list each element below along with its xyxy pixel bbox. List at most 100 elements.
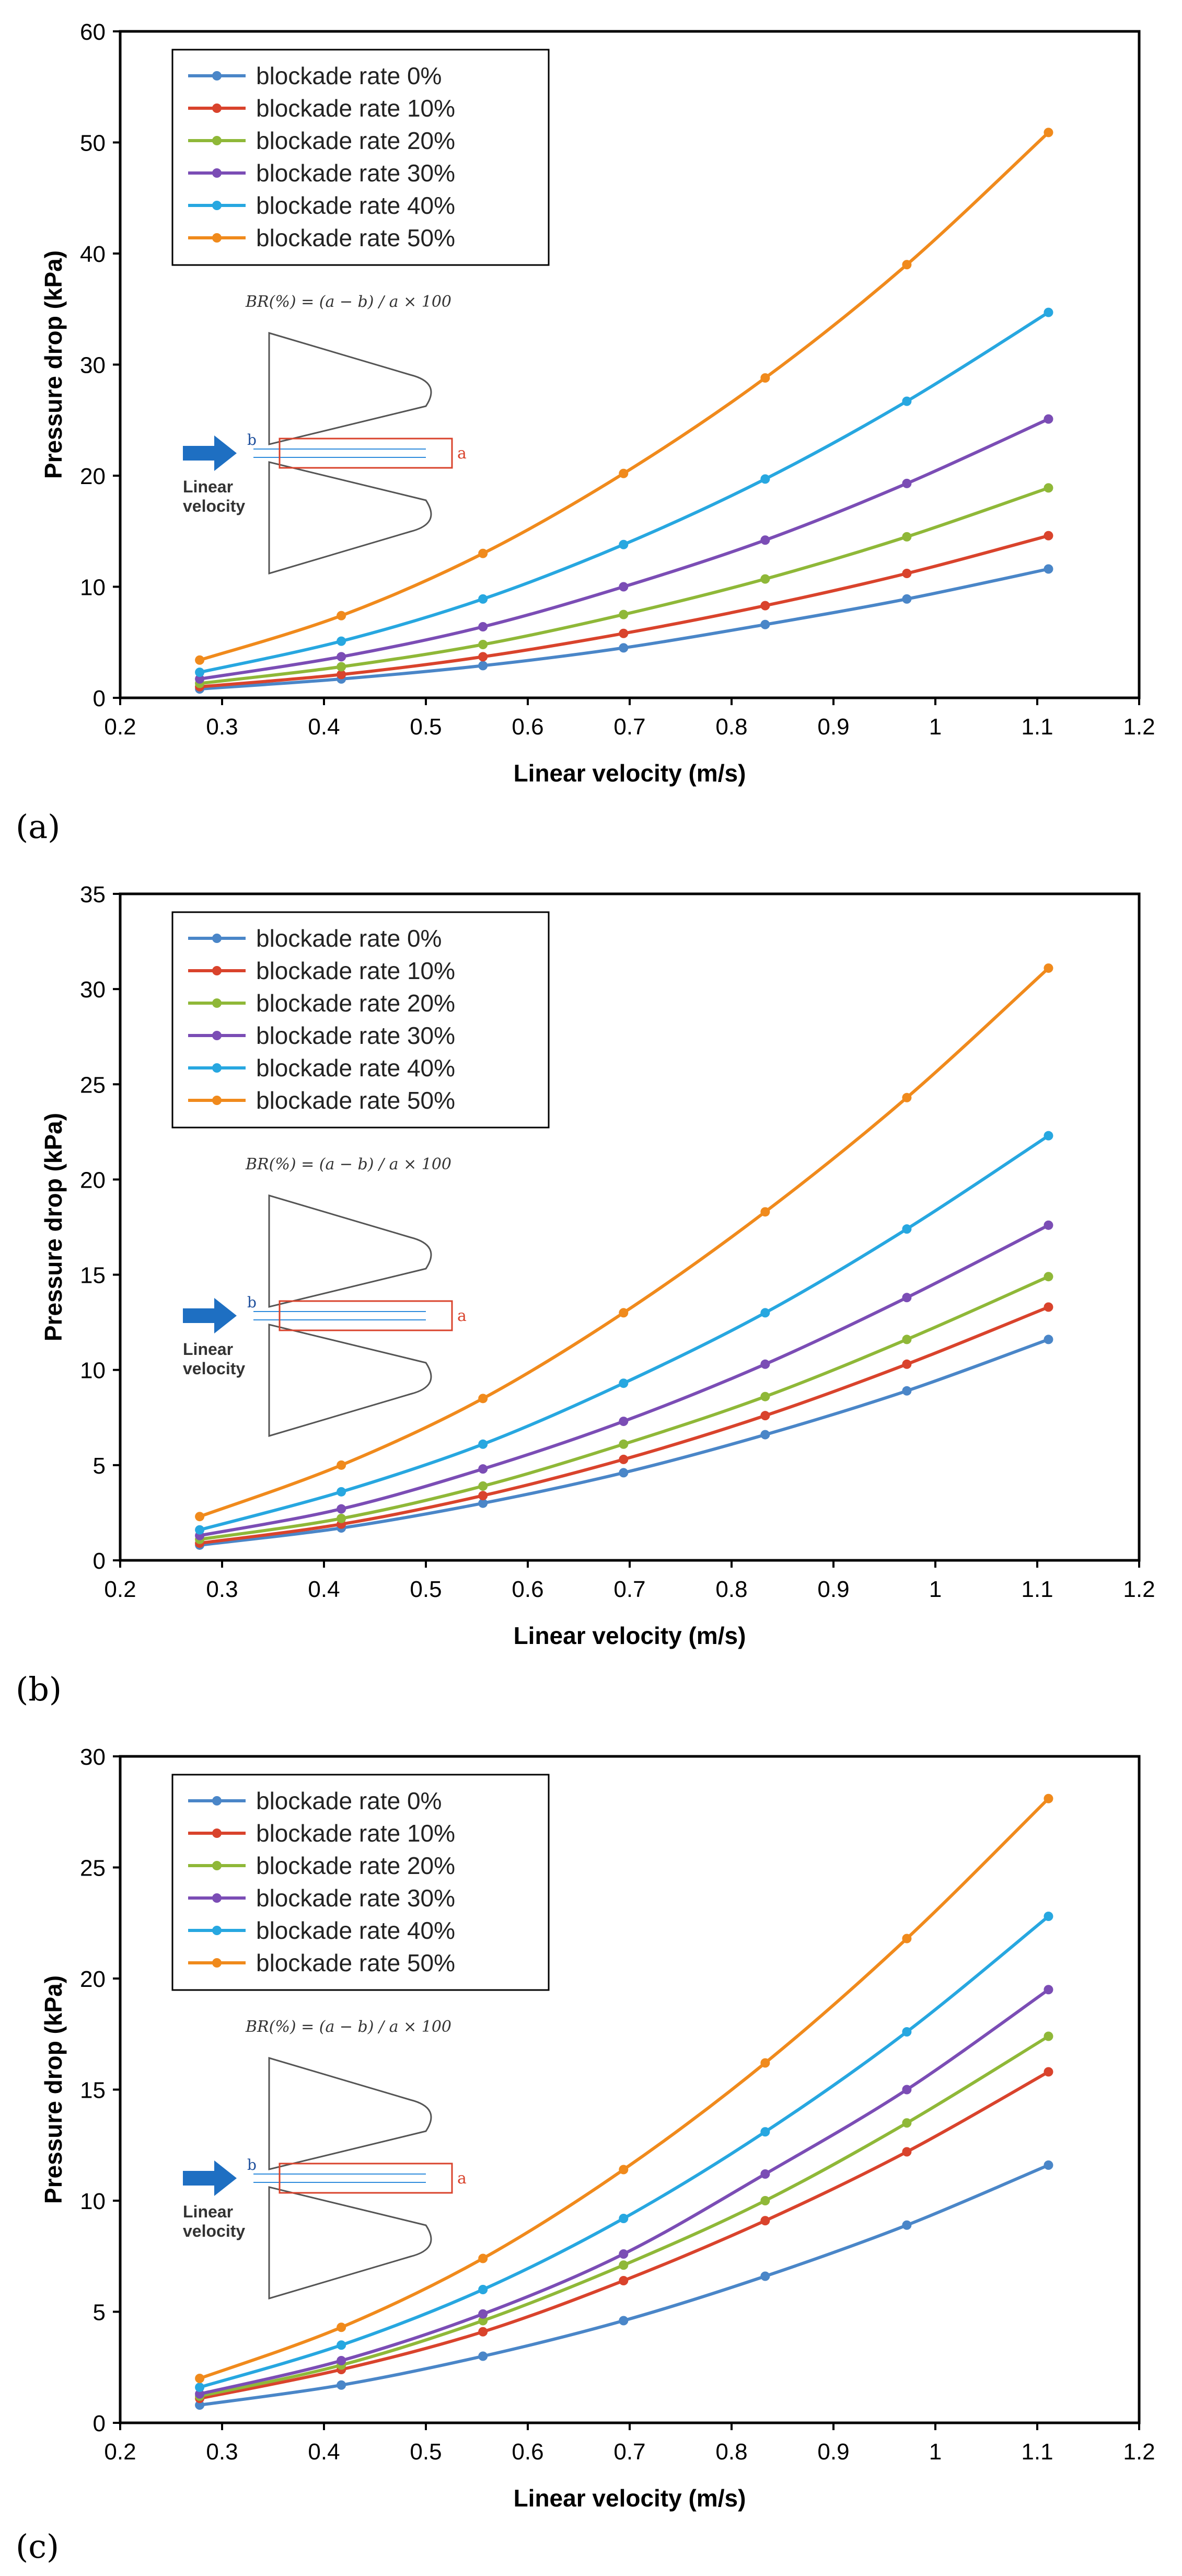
data-point <box>478 2351 488 2361</box>
legend-marker <box>212 136 222 145</box>
data-point <box>902 1293 912 1303</box>
data-point <box>1044 1302 1053 1312</box>
data-point <box>760 2271 770 2281</box>
x-tick-label: 1.2 <box>1123 2439 1155 2465</box>
legend-label: blockade rate 40% <box>256 1917 455 1944</box>
x-tick-label: 0.9 <box>817 714 849 740</box>
chart-panel-a: 0.2 0.3 0.4 0.5 0.6 0.7 0.8 0.9 1 1.1 1.2 0 10 20 30 40… <box>0 0 1182 862</box>
data-point <box>902 2147 912 2157</box>
dimension-b-label: b <box>247 431 257 448</box>
y-tick-label: 40 <box>80 242 106 267</box>
data-point <box>902 396 912 406</box>
data-point <box>1044 307 1053 317</box>
data-point <box>478 2309 488 2319</box>
legend-label: blockade rate 20% <box>256 127 455 154</box>
br-formula: BR(%) = (a − b) / a × 100 <box>245 1155 451 1174</box>
data-point <box>478 548 488 558</box>
data-point <box>337 2340 346 2350</box>
legend-box <box>171 911 550 1129</box>
data-point <box>902 260 912 270</box>
data-point <box>619 1454 629 1464</box>
y-tick-label: 30 <box>80 977 106 1003</box>
chart-panel-b: 0.2 0.3 0.4 0.5 0.6 0.7 0.8 0.9 1 1.1 1.2 0 5 10 15 20 2… <box>0 862 1182 1725</box>
x-tick-label: 1 <box>929 714 942 740</box>
legend-label: blockade rate 40% <box>256 1054 455 1082</box>
legend-marker <box>212 1031 222 1040</box>
x-tick-label: 0.5 <box>410 1577 442 1602</box>
dimension-a-box <box>279 1300 453 1331</box>
y-tick-label: 10 <box>80 575 106 601</box>
blockade-schematic: BR(%) = (a − b) / a × 100 a b Linearvelocit… <box>183 1155 467 1438</box>
data-point <box>1044 2160 1053 2170</box>
x-tick-label: 0.4 <box>308 714 340 740</box>
chart-c-svg: 0.2 0.3 0.4 0.5 0.6 0.7 0.8 0.9 1 1.1 1.2 0 5 10 15 20 2… <box>40 1744 1155 2512</box>
flow-arrow-icon <box>183 435 237 471</box>
y-tick-label: 60 <box>80 19 106 45</box>
data-point <box>337 636 346 646</box>
data-point <box>760 2169 770 2179</box>
data-point <box>337 1460 346 1470</box>
data-point <box>619 2214 629 2223</box>
inset-caption-line1: Linear <box>183 2202 233 2221</box>
data-point <box>478 1491 488 1501</box>
x-tick-label: 0.6 <box>512 714 543 740</box>
data-point <box>1044 1131 1053 1141</box>
legend-marker <box>212 1926 222 1935</box>
data-point <box>1044 963 1053 973</box>
legend-label: blockade rate 20% <box>256 990 455 1017</box>
y-tick-label: 20 <box>80 1167 106 1193</box>
data-point <box>478 1481 488 1491</box>
data-point <box>760 2058 770 2068</box>
legend-label: blockade rate 0% <box>256 1787 442 1814</box>
data-point <box>195 655 205 665</box>
data-point <box>902 2118 912 2128</box>
data-point <box>478 2253 488 2263</box>
data-point <box>478 1439 488 1449</box>
legend-marker <box>212 934 222 943</box>
inset-caption-line2: velocity <box>183 2222 245 2240</box>
x-tick-label: 0.2 <box>104 1577 136 1602</box>
legend-label: blockade rate 50% <box>256 1949 455 1976</box>
data-point <box>619 628 629 638</box>
x-tick-label: 1.1 <box>1021 2439 1053 2465</box>
data-point <box>760 2196 770 2205</box>
data-point <box>760 373 770 383</box>
chart-b-svg: 0.2 0.3 0.4 0.5 0.6 0.7 0.8 0.9 1 1.1 1.2 0 5 10 15 20 2… <box>40 882 1155 1649</box>
x-tick-label: 0.6 <box>512 2439 543 2465</box>
y-tick-label: 25 <box>80 1856 106 1881</box>
y-tick-label: 0 <box>93 686 106 711</box>
data-point <box>619 468 629 478</box>
dimension-a-box <box>279 438 453 469</box>
legend-marker <box>212 1861 222 1870</box>
x-tick-label: 0.3 <box>206 714 238 740</box>
data-point <box>902 1224 912 1234</box>
legend-marker <box>212 1796 222 1806</box>
y-tick-label: 0 <box>93 2411 106 2436</box>
chart-a-svg: 0.2 0.3 0.4 0.5 0.6 0.7 0.8 0.9 1 1.1 1.2 0 10 20 30 40… <box>40 19 1155 787</box>
lower-blade-outline <box>268 2186 432 2300</box>
inset-caption-line1: Linear <box>183 477 233 496</box>
x-tick-label: 0.8 <box>715 1577 747 1602</box>
legend-label: blockade rate 50% <box>256 224 455 251</box>
data-point <box>760 601 770 611</box>
data-point <box>902 478 912 488</box>
data-point <box>902 2220 912 2230</box>
data-point <box>1044 1335 1053 1344</box>
legend-label: blockade rate 50% <box>256 1087 455 1114</box>
data-point <box>902 1092 912 1102</box>
data-point <box>760 619 770 629</box>
x-tick-label: 0.6 <box>512 1577 543 1602</box>
y-tick-label: 30 <box>80 353 106 378</box>
y-tick-label: 15 <box>80 1263 106 1289</box>
x-axis-label: Linear velocity (m/s) <box>514 1622 746 1649</box>
x-tick-label: 0.3 <box>206 2439 238 2465</box>
y-tick-label: 25 <box>80 1072 106 1098</box>
legend-label: blockade rate 30% <box>256 1022 455 1049</box>
data-point <box>478 661 488 671</box>
dimension-a-box <box>279 2163 453 2194</box>
legend-label: blockade rate 20% <box>256 1852 455 1879</box>
data-point <box>1044 1272 1053 1282</box>
chart-panel-c: 0.2 0.3 0.4 0.5 0.6 0.7 0.8 0.9 1 1.1 1.2 0 5 10 15 20 2… <box>0 1725 1182 2576</box>
data-point <box>902 1386 912 1396</box>
y-axis-label: Pressure drop (kPa) <box>40 1975 67 2204</box>
